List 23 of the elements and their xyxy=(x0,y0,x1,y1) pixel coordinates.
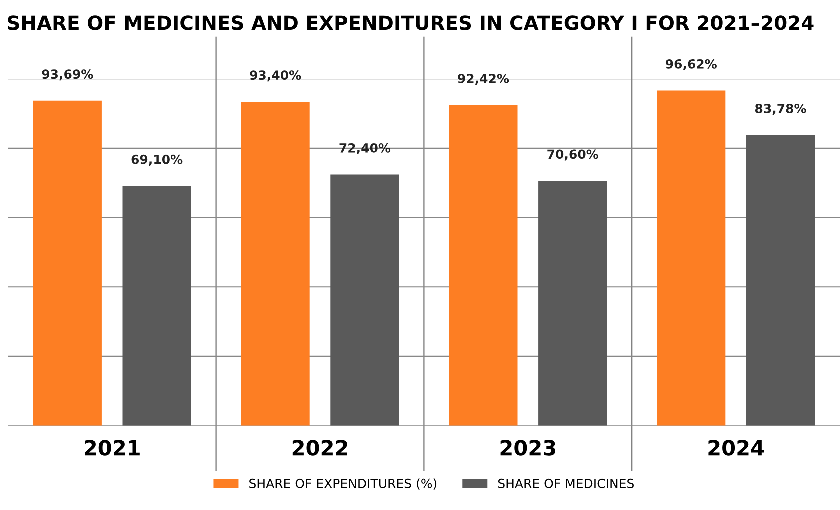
data-label: 93,40% xyxy=(250,70,302,82)
bar xyxy=(657,90,726,426)
data-label: 72,40% xyxy=(340,143,391,154)
legend-label: SHARE OF MEDICINES xyxy=(498,478,634,488)
legend-label: SHARE OF EXPENDITURES (%) xyxy=(250,478,437,490)
data-label: 93,69% xyxy=(42,70,94,81)
x-tick-label: 2023 xyxy=(500,440,556,456)
bar xyxy=(538,181,608,426)
x-tick-label: 2021 xyxy=(85,440,140,456)
bar xyxy=(122,186,192,426)
data-label: 69,10% xyxy=(132,154,183,166)
bar xyxy=(746,135,816,426)
data-label: 70,60% xyxy=(548,150,598,161)
bar xyxy=(241,102,310,426)
bar xyxy=(330,174,400,426)
chart-title: SHARE OF MEDICINES AND EXPENDITURES IN CATEGORY I FOR 2021–2024 xyxy=(8,16,814,30)
data-label: 83,78% xyxy=(755,104,806,116)
data-label: 92,42% xyxy=(458,74,510,86)
bar xyxy=(33,100,102,426)
x-tick-label: 2022 xyxy=(292,440,348,456)
data-label: 96,62% xyxy=(666,59,717,71)
x-tick-label: 2024 xyxy=(708,440,764,456)
bar xyxy=(449,105,518,426)
